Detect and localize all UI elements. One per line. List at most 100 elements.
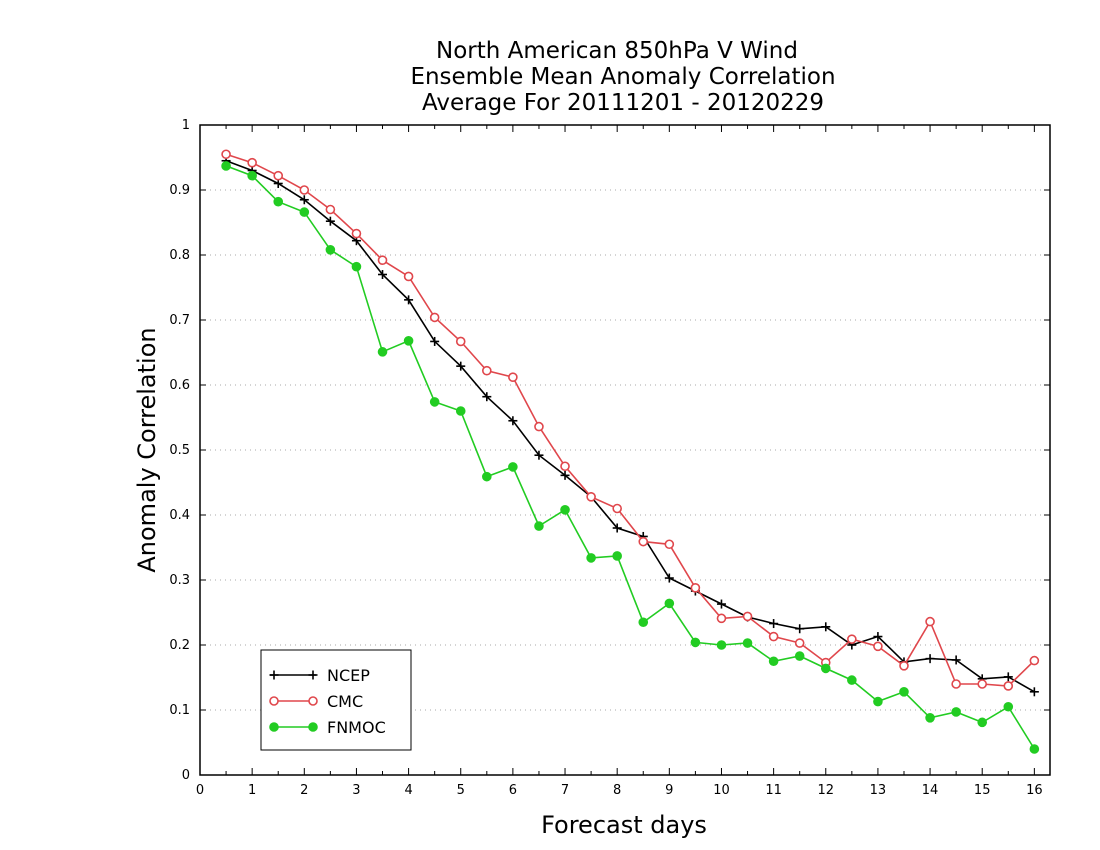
series-layer bbox=[221, 149, 1040, 754]
y-tick-label: 0 bbox=[182, 768, 190, 783]
x-tick-label: 11 bbox=[765, 783, 782, 798]
data-point-fnmoc bbox=[742, 638, 753, 648]
data-point-fnmoc bbox=[977, 717, 988, 728]
data-point-cmc bbox=[612, 503, 622, 514]
x-tick-label: 10 bbox=[713, 783, 730, 798]
data-point-ncep bbox=[951, 655, 961, 665]
series-ncep bbox=[221, 156, 1039, 697]
data-point-ncep bbox=[404, 295, 414, 305]
chart-title-line-2: Ensemble Mean Anomaly Correlation bbox=[410, 64, 835, 90]
data-point-fnmoc bbox=[377, 347, 388, 357]
data-point-cmc bbox=[716, 613, 727, 624]
legend-marker bbox=[308, 696, 318, 706]
legend-box bbox=[260, 649, 412, 751]
data-point-cmc bbox=[742, 611, 753, 622]
data-point-cmc bbox=[247, 157, 257, 168]
data-point-cmc bbox=[273, 170, 284, 181]
data-point-fnmoc bbox=[560, 505, 570, 515]
data-point-cmc bbox=[951, 679, 961, 689]
x-tick-label: 1 bbox=[248, 783, 256, 798]
data-point-ncep bbox=[325, 216, 335, 226]
data-point-ncep bbox=[612, 523, 622, 533]
data-point-cmc bbox=[351, 228, 362, 239]
legend-marker bbox=[269, 670, 279, 680]
data-point-fnmoc bbox=[951, 707, 961, 717]
y-tick-label: 0.4 bbox=[169, 508, 190, 523]
x-tick-label: 3 bbox=[352, 783, 360, 798]
x-tick-label: 8 bbox=[613, 783, 621, 798]
x-tick-label: 13 bbox=[870, 783, 887, 798]
y-tick-label: 0.2 bbox=[169, 638, 190, 653]
legend-marker bbox=[308, 722, 318, 732]
data-point-cmc bbox=[925, 616, 935, 627]
x-tick-label: 6 bbox=[509, 783, 517, 798]
series-fnmoc bbox=[221, 161, 1040, 754]
data-point-fnmoc bbox=[534, 521, 544, 531]
data-point-cmc bbox=[429, 312, 440, 323]
x-tick-label: 14 bbox=[922, 783, 939, 798]
data-point-cmc bbox=[1029, 655, 1040, 666]
chart-title-line-3: Average For 20111201 - 20120229 bbox=[422, 90, 824, 116]
y-tick-label: 0.5 bbox=[169, 443, 190, 458]
data-point-cmc bbox=[508, 372, 518, 383]
data-point-fnmoc bbox=[403, 336, 414, 346]
y-tick-label: 0.3 bbox=[169, 573, 190, 588]
data-point-fnmoc bbox=[820, 663, 831, 674]
data-point-ncep bbox=[1029, 687, 1039, 697]
x-tick-label: 15 bbox=[974, 783, 991, 798]
data-point-fnmoc bbox=[351, 261, 362, 272]
data-point-fnmoc bbox=[794, 651, 805, 661]
data-point-ncep bbox=[769, 619, 779, 629]
x-tick-label: 7 bbox=[561, 783, 569, 798]
data-point-fnmoc bbox=[768, 656, 779, 667]
data-point-cmc bbox=[377, 255, 388, 266]
y-axis-label: Anomaly Correlation bbox=[133, 327, 161, 572]
data-point-ncep bbox=[821, 622, 831, 632]
data-point-ncep bbox=[430, 336, 440, 346]
data-point-cmc bbox=[873, 641, 883, 652]
legend-entry-cmc: CMC bbox=[269, 692, 363, 711]
data-point-fnmoc bbox=[847, 675, 857, 685]
data-point-fnmoc bbox=[508, 462, 518, 472]
x-tick-label: 9 bbox=[665, 783, 673, 798]
legend-marker bbox=[269, 722, 279, 732]
data-point-ncep bbox=[378, 270, 388, 279]
chart-title: North American 850hPa V Wind Ensemble Me… bbox=[410, 38, 835, 116]
data-point-cmc bbox=[534, 421, 544, 432]
legend: NCEP CMC FNMOC bbox=[260, 649, 412, 751]
legend-label: NCEP bbox=[327, 666, 370, 685]
data-point-cmc bbox=[1003, 681, 1014, 691]
data-point-cmc bbox=[482, 365, 492, 376]
x-tick-label: 2 bbox=[300, 783, 308, 798]
data-point-fnmoc bbox=[690, 637, 701, 648]
data-point-ncep bbox=[299, 195, 309, 205]
x-tick-label: 4 bbox=[404, 783, 412, 798]
data-point-ncep bbox=[873, 632, 883, 642]
data-point-cmc bbox=[977, 679, 988, 689]
data-point-fnmoc bbox=[664, 598, 675, 609]
x-tick-label: 12 bbox=[817, 783, 834, 798]
data-point-cmc bbox=[586, 491, 596, 502]
data-point-fnmoc bbox=[925, 713, 935, 723]
data-point-ncep bbox=[1003, 672, 1013, 682]
legend-entry-fnmoc: FNMOC bbox=[269, 718, 386, 737]
data-point-ncep bbox=[508, 416, 518, 426]
data-point-ncep bbox=[534, 450, 544, 460]
legend-marker bbox=[308, 670, 318, 680]
data-point-fnmoc bbox=[429, 397, 440, 407]
data-point-fnmoc bbox=[482, 471, 492, 482]
data-point-fnmoc bbox=[873, 696, 883, 707]
data-point-fnmoc bbox=[586, 553, 596, 563]
data-point-ncep bbox=[716, 599, 726, 609]
legend-label: FNMOC bbox=[327, 718, 386, 737]
y-tick-label: 0.7 bbox=[169, 313, 190, 328]
data-point-cmc bbox=[899, 660, 909, 671]
data-point-cmc bbox=[664, 539, 675, 550]
data-point-cmc bbox=[794, 638, 805, 648]
data-point-ncep bbox=[273, 179, 283, 188]
y-tick-label: 0.1 bbox=[169, 703, 190, 718]
grid-lines bbox=[200, 189, 1050, 711]
data-point-fnmoc bbox=[221, 161, 231, 171]
data-point-fnmoc bbox=[612, 551, 622, 561]
